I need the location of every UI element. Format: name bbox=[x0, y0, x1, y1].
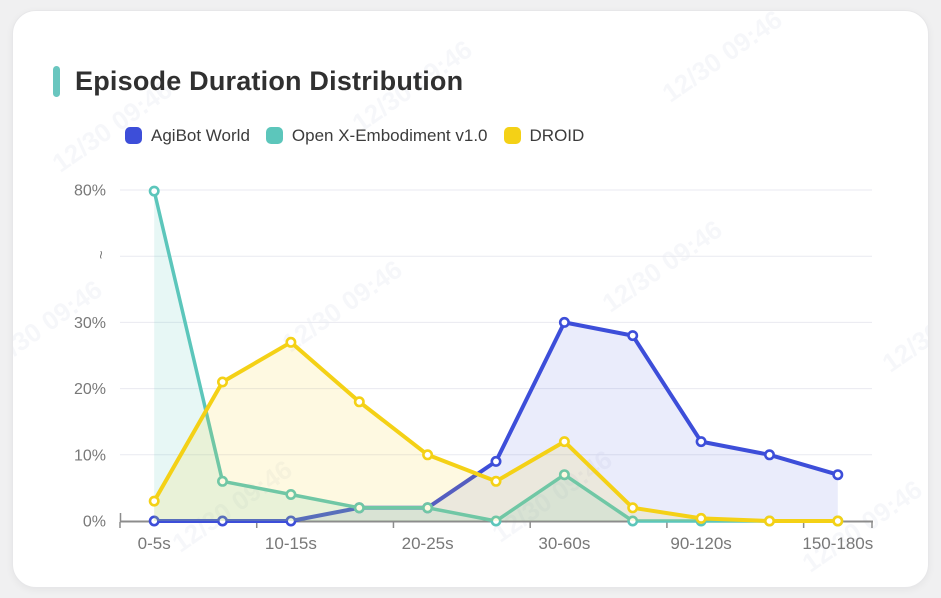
legend-swatch-icon bbox=[503, 127, 521, 144]
data-point-s0-0[interactable] bbox=[148, 515, 160, 527]
data-point-s0-5[interactable] bbox=[490, 455, 502, 467]
data-point-s2-6[interactable] bbox=[558, 436, 570, 448]
data-point-s1-5[interactable] bbox=[490, 515, 502, 527]
data-point-s1-7[interactable] bbox=[627, 515, 639, 527]
data-point-s2-3[interactable] bbox=[353, 396, 365, 408]
data-point-s0-8[interactable] bbox=[695, 436, 707, 448]
title-row: Episode Duration Distribution bbox=[53, 66, 463, 97]
series-area-1 bbox=[154, 191, 838, 521]
legend-swatch-icon bbox=[125, 127, 142, 144]
title-accent-bar bbox=[53, 66, 60, 97]
data-point-s0-1[interactable] bbox=[217, 515, 229, 527]
series-area-2 bbox=[154, 342, 838, 521]
x-axis-label: 150-180s bbox=[802, 534, 873, 553]
legend-swatch-icon bbox=[265, 127, 283, 144]
x-axis-label: 10-15s bbox=[265, 534, 317, 553]
data-point-s2-4[interactable] bbox=[422, 449, 434, 461]
chart-title: Episode Duration Distribution bbox=[75, 66, 464, 96]
x-axis-label: 90-120s bbox=[670, 534, 731, 553]
x-axis-label: 0-5s bbox=[138, 534, 171, 553]
x-axis-label: 30-60s bbox=[538, 534, 590, 553]
legend-label: Open X-Embodiment v1.0 bbox=[291, 126, 488, 145]
data-point-s1-6[interactable] bbox=[558, 469, 570, 481]
data-point-s2-9[interactable] bbox=[763, 515, 775, 527]
data-point-s2-2[interactable] bbox=[285, 336, 297, 348]
y-axis-label: 30% bbox=[74, 315, 106, 332]
data-point-s1-2[interactable] bbox=[285, 488, 297, 500]
y-axis-label: 20% bbox=[74, 381, 106, 398]
data-point-s0-9[interactable] bbox=[763, 449, 775, 461]
data-point-s2-0[interactable] bbox=[148, 495, 160, 507]
data-point-s2-1[interactable] bbox=[217, 376, 229, 388]
chart-card: 12/30 09:46 12/30 09:46 12/30 09:46 12/30 0… bbox=[12, 10, 929, 588]
data-point-s0-6[interactable] bbox=[558, 316, 570, 328]
x-axis-label: 20-25s bbox=[402, 534, 454, 553]
data-point-s2-7[interactable] bbox=[627, 502, 639, 514]
data-point-s2-5[interactable] bbox=[490, 475, 502, 487]
y-axis-break-label: ~ bbox=[92, 250, 109, 259]
series-area-0 bbox=[154, 322, 838, 521]
legend-item-2[interactable]: DROID bbox=[503, 126, 585, 145]
y-axis-label: 10% bbox=[74, 447, 106, 464]
data-point-s2-10[interactable] bbox=[832, 515, 844, 527]
legend-label: AgiBot World bbox=[151, 126, 250, 145]
legend-item-0[interactable]: AgiBot World bbox=[125, 127, 250, 144]
legend-label: DROID bbox=[529, 126, 585, 145]
y-axis-label: 80% bbox=[74, 183, 106, 200]
data-point-s0-7[interactable] bbox=[627, 330, 639, 342]
data-point-s1-1[interactable] bbox=[217, 475, 229, 487]
legend: AgiBot World Open X-Embodiment v1.0 DROID bbox=[125, 127, 584, 144]
data-point-s1-3[interactable] bbox=[353, 502, 365, 514]
data-point-s2-8[interactable] bbox=[695, 512, 707, 524]
y-axis-label: 0% bbox=[83, 514, 106, 531]
data-point-s0-10[interactable] bbox=[832, 469, 844, 481]
data-point-s0-2[interactable] bbox=[285, 515, 297, 527]
data-point-s1-4[interactable] bbox=[422, 502, 434, 514]
legend-item-1[interactable]: Open X-Embodiment v1.0 bbox=[265, 126, 488, 145]
data-point-s1-0[interactable] bbox=[148, 185, 160, 197]
